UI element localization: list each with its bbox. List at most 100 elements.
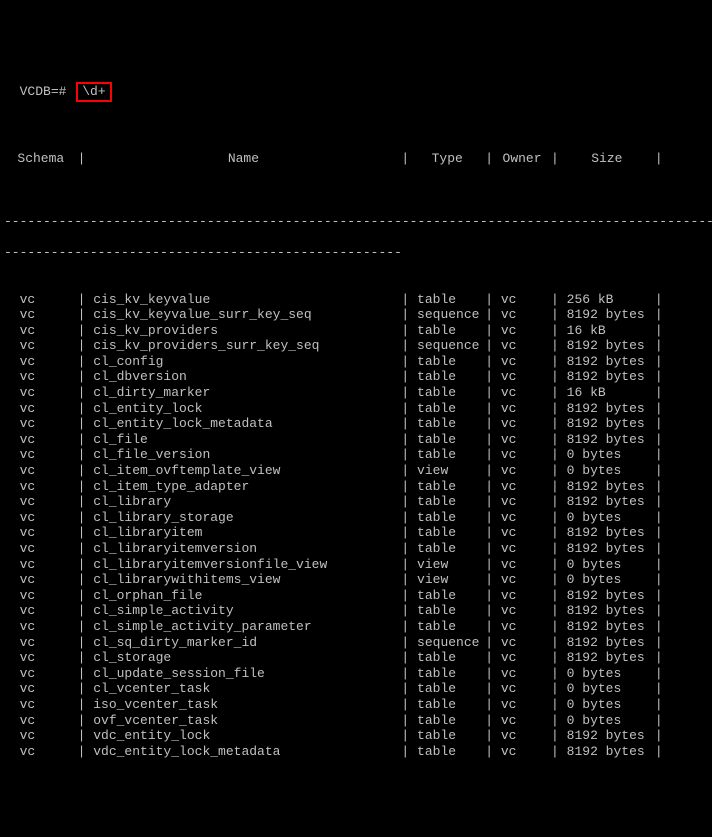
cell-name: cl_simple_activity_parameter bbox=[85, 619, 401, 635]
cell-name: cl_item_ovftemplate_view bbox=[85, 463, 401, 479]
cell-size: 8192 bytes bbox=[559, 432, 655, 448]
cell-size: 8192 bytes bbox=[559, 744, 655, 760]
cell-size: 0 bytes bbox=[559, 463, 655, 479]
cell-type: sequence bbox=[409, 338, 485, 354]
cell-size: 0 bytes bbox=[559, 557, 655, 573]
cell-size: 8192 bytes bbox=[559, 354, 655, 370]
cell-type: sequence bbox=[409, 307, 485, 323]
cell-owner: vc bbox=[493, 307, 551, 323]
cell-schema: vc bbox=[12, 525, 70, 541]
cell-owner: vc bbox=[493, 416, 551, 432]
cell-name: cis_kv_providers bbox=[85, 323, 401, 339]
table-row: vc | cis_kv_providers_surr_key_seq| sequ… bbox=[4, 338, 712, 354]
terminal-prompt-line[interactable]: VCDB=# \d+ bbox=[4, 66, 712, 101]
cell-schema: vc bbox=[12, 713, 70, 729]
cell-name: cl_storage bbox=[85, 650, 401, 666]
cell-type: table bbox=[409, 650, 485, 666]
cell-type: table bbox=[409, 744, 485, 760]
table-row: vc | cl_item_type_adapter| table| vc| 81… bbox=[4, 479, 712, 495]
cell-size: 0 bytes bbox=[559, 681, 655, 697]
table-row: vc | cis_kv_providers| table| vc| 16 kB| bbox=[4, 323, 712, 339]
cell-size: 0 bytes bbox=[559, 510, 655, 526]
cell-size: 8192 bytes bbox=[559, 619, 655, 635]
cell-schema: vc bbox=[12, 681, 70, 697]
cell-size: 8192 bytes bbox=[559, 307, 655, 323]
cell-name: cl_config bbox=[85, 354, 401, 370]
cell-type: table bbox=[409, 292, 485, 308]
cell-type: table bbox=[409, 666, 485, 682]
cell-size: 8192 bytes bbox=[559, 494, 655, 510]
cell-type: table bbox=[409, 354, 485, 370]
cell-name: cl_sq_dirty_marker_id bbox=[85, 635, 401, 651]
cell-owner: vc bbox=[493, 354, 551, 370]
cell-size: 8192 bytes bbox=[559, 728, 655, 744]
cell-size: 8192 bytes bbox=[559, 416, 655, 432]
cell-owner: vc bbox=[493, 557, 551, 573]
cell-owner: vc bbox=[493, 463, 551, 479]
header-type: Type bbox=[409, 151, 485, 167]
cell-type: table bbox=[409, 401, 485, 417]
header-schema: Schema bbox=[12, 151, 70, 167]
table-row: vc | cl_entity_lock_metadata| table| vc|… bbox=[4, 416, 712, 432]
cell-schema: vc bbox=[12, 479, 70, 495]
table-row: vc | cis_kv_keyvalue_surr_key_seq| seque… bbox=[4, 307, 712, 323]
cell-type: sequence bbox=[409, 635, 485, 651]
cell-schema: vc bbox=[12, 697, 70, 713]
cell-owner: vc bbox=[493, 588, 551, 604]
cell-name: cis_kv_keyvalue_surr_key_seq bbox=[85, 307, 401, 323]
table-row: vc | cl_library_storage| table| vc| 0 by… bbox=[4, 510, 712, 526]
cell-type: table bbox=[409, 479, 485, 495]
cell-owner: vc bbox=[493, 401, 551, 417]
table-row: vc | cl_storage| table| vc| 8192 bytes| bbox=[4, 650, 712, 666]
cell-schema: vc bbox=[12, 292, 70, 308]
table-row: vc | cl_libraryitemversionfile_view| vie… bbox=[4, 557, 712, 573]
cell-type: table bbox=[409, 432, 485, 448]
cell-name: cl_libraryitemversionfile_view bbox=[85, 557, 401, 573]
cell-owner: vc bbox=[493, 479, 551, 495]
cell-name: cl_orphan_file bbox=[85, 588, 401, 604]
cell-name: cl_entity_lock_metadata bbox=[85, 416, 401, 432]
table-row: vc | cl_file_version| table| vc| 0 bytes… bbox=[4, 447, 712, 463]
cell-schema: vc bbox=[12, 588, 70, 604]
cell-schema: vc bbox=[12, 307, 70, 323]
cell-size: 16 kB bbox=[559, 323, 655, 339]
cell-type: table bbox=[409, 494, 485, 510]
table-row: vc | cis_kv_keyvalue| table| vc| 256 kB| bbox=[4, 292, 712, 308]
cell-owner: vc bbox=[493, 494, 551, 510]
cell-type: view bbox=[409, 557, 485, 573]
cell-name: cl_file bbox=[85, 432, 401, 448]
cell-schema: vc bbox=[12, 510, 70, 526]
cell-name: cl_vcenter_task bbox=[85, 681, 401, 697]
cell-type: table bbox=[409, 619, 485, 635]
cell-name: cl_update_session_file bbox=[85, 666, 401, 682]
command-highlight: \d+ bbox=[76, 82, 111, 102]
cell-size: 8192 bytes bbox=[559, 401, 655, 417]
cell-owner: vc bbox=[493, 385, 551, 401]
cell-size: 8192 bytes bbox=[559, 369, 655, 385]
cell-owner: vc bbox=[493, 541, 551, 557]
cell-name: iso_vcenter_task bbox=[85, 697, 401, 713]
cell-owner: vc bbox=[493, 635, 551, 651]
cell-name: cl_item_type_adapter bbox=[85, 479, 401, 495]
cell-type: table bbox=[409, 447, 485, 463]
table-row: vc | vdc_entity_lock| table| vc| 8192 by… bbox=[4, 728, 712, 744]
cell-owner: vc bbox=[493, 744, 551, 760]
header-size: Size bbox=[559, 151, 655, 167]
cell-size: 16 kB bbox=[559, 385, 655, 401]
cell-owner: vc bbox=[493, 525, 551, 541]
cell-size: 0 bytes bbox=[559, 447, 655, 463]
cell-type: table bbox=[409, 510, 485, 526]
table-row: vc | ovf_vcenter_task| table| vc| 0 byte… bbox=[4, 713, 712, 729]
cell-schema: vc bbox=[12, 572, 70, 588]
cell-name: cl_librarywithitems_view bbox=[85, 572, 401, 588]
cell-type: table bbox=[409, 588, 485, 604]
cell-schema: vc bbox=[12, 603, 70, 619]
cell-name: cl_library_storage bbox=[85, 510, 401, 526]
cell-type: table bbox=[409, 323, 485, 339]
table-body: vc | cis_kv_keyvalue| table| vc| 256 kB|… bbox=[4, 292, 712, 760]
cell-type: table bbox=[409, 697, 485, 713]
table-row: vc | vdc_entity_lock_metadata| table| vc… bbox=[4, 744, 712, 760]
cell-owner: vc bbox=[493, 369, 551, 385]
prompt: VCDB=# bbox=[20, 84, 67, 99]
table-row: vc | cl_libraryitemversion| table| vc| 8… bbox=[4, 541, 712, 557]
